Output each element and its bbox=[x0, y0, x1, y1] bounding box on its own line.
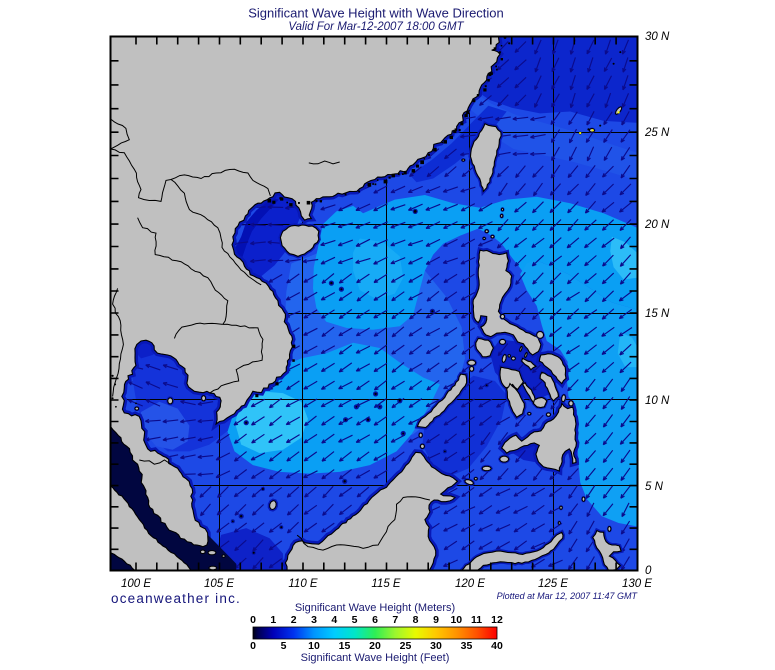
svg-text:Significant Wave Height (Meter: Significant Wave Height (Meters) bbox=[295, 602, 455, 614]
svg-text:Valid For Mar-12-2007 18:00 GM: Valid For Mar-12-2007 18:00 GMT bbox=[288, 21, 464, 33]
svg-text:10: 10 bbox=[308, 640, 320, 652]
svg-text:120 E: 120 E bbox=[455, 578, 485, 590]
svg-text:0: 0 bbox=[250, 614, 256, 626]
svg-text:25 N: 25 N bbox=[644, 127, 670, 139]
svg-text:35: 35 bbox=[461, 640, 473, 652]
svg-text:oceanweather inc.: oceanweather inc. bbox=[111, 591, 241, 606]
svg-text:5: 5 bbox=[352, 614, 358, 626]
svg-text:5: 5 bbox=[281, 640, 287, 652]
svg-text:Plotted at Mar 12, 2007 11:47: Plotted at Mar 12, 2007 11:47 GMT bbox=[497, 591, 639, 601]
svg-text:105 E: 105 E bbox=[204, 578, 234, 590]
svg-text:2: 2 bbox=[291, 614, 297, 626]
svg-text:30: 30 bbox=[430, 640, 442, 652]
svg-text:115 E: 115 E bbox=[371, 578, 401, 590]
svg-text:125 E: 125 E bbox=[538, 578, 568, 590]
svg-text:100 E: 100 E bbox=[121, 578, 151, 590]
svg-text:110 E: 110 E bbox=[288, 578, 318, 590]
svg-text:0: 0 bbox=[250, 640, 256, 652]
svg-text:5 N: 5 N bbox=[645, 481, 664, 493]
svg-text:12: 12 bbox=[491, 614, 503, 626]
svg-text:1: 1 bbox=[270, 614, 276, 626]
svg-text:20: 20 bbox=[369, 640, 381, 652]
svg-text:15: 15 bbox=[339, 640, 351, 652]
svg-text:6: 6 bbox=[372, 614, 378, 626]
svg-text:130 E: 130 E bbox=[622, 578, 652, 590]
svg-text:7: 7 bbox=[392, 614, 398, 626]
svg-text:30 N: 30 N bbox=[645, 31, 670, 43]
svg-text:9: 9 bbox=[433, 614, 439, 626]
svg-text:Significant Wave Height with W: Significant Wave Height with Wave Direct… bbox=[248, 6, 504, 21]
svg-text:10: 10 bbox=[450, 614, 462, 626]
svg-text:0: 0 bbox=[645, 565, 652, 577]
svg-text:11: 11 bbox=[471, 614, 482, 626]
svg-text:4: 4 bbox=[331, 614, 337, 626]
svg-text:40: 40 bbox=[491, 640, 503, 652]
svg-text:15 N: 15 N bbox=[645, 308, 670, 320]
svg-text:8: 8 bbox=[413, 614, 419, 626]
svg-text:25: 25 bbox=[400, 640, 412, 652]
svg-text:10 N: 10 N bbox=[645, 395, 670, 407]
svg-text:Significant Wave Height (Feet): Significant Wave Height (Feet) bbox=[301, 652, 450, 664]
svg-text:3: 3 bbox=[311, 614, 317, 626]
svg-text:20 N: 20 N bbox=[644, 219, 670, 231]
